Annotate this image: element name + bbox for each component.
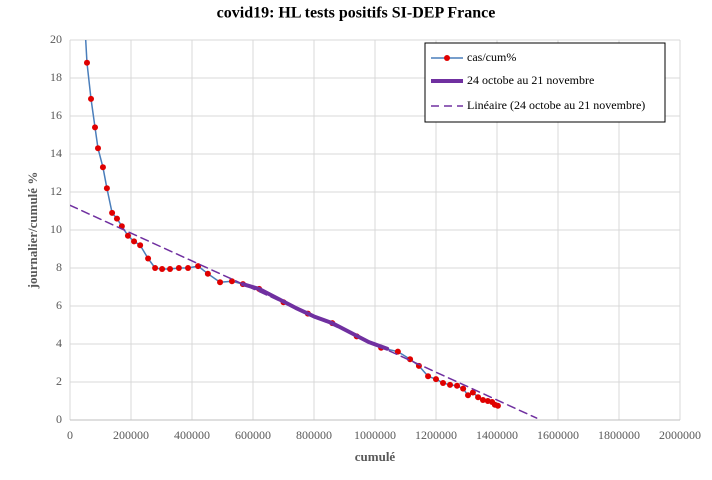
x-tick-label: 0 [67, 428, 73, 442]
data-point [469, 389, 476, 396]
data-point [440, 379, 447, 386]
data-point [185, 265, 192, 271]
data-point [94, 145, 101, 152]
data-point [425, 373, 432, 380]
x-tick-label: 600000 [235, 428, 271, 442]
y-tick-label: 14 [50, 146, 62, 160]
x-tick-label: 1200000 [415, 428, 457, 442]
y-tick-label: 0 [56, 412, 62, 426]
data-point [465, 392, 472, 399]
data-point [103, 185, 110, 192]
grid [69, 39, 681, 421]
data-point [494, 402, 501, 409]
data-point [475, 394, 482, 401]
data-point [433, 376, 439, 383]
y-tick-label: 18 [50, 70, 62, 84]
y-tick-label: 8 [56, 260, 62, 274]
data-point [394, 348, 401, 355]
x-tick-label: 200000 [113, 428, 149, 442]
series-line [70, 204, 538, 419]
data-point [113, 215, 120, 222]
data-point [167, 265, 174, 272]
data-point [152, 265, 159, 271]
legend-box [424, 42, 666, 123]
data-point [124, 232, 131, 239]
data-point [145, 255, 152, 262]
data-point [447, 381, 454, 388]
x-tick-label: 2000000 [659, 428, 701, 442]
data-point [460, 385, 467, 392]
data-point [217, 279, 224, 286]
y-axis-label: journalier/cumulé % [25, 172, 40, 290]
data-point [109, 209, 116, 216]
data-point [204, 270, 211, 277]
y-tick-label: 20 [50, 32, 62, 46]
x-tick-label: 1800000 [598, 428, 640, 442]
chart-title: covid19: HL tests positifs SI-DEP France [217, 5, 496, 22]
x-tick-label: 400000 [174, 428, 210, 442]
data-point [175, 265, 182, 271]
data-point [137, 242, 144, 249]
y-tick-label: 12 [50, 184, 62, 198]
x-tick-label: 1000000 [354, 428, 396, 442]
data-point [159, 265, 166, 272]
data-point [83, 59, 90, 66]
x-tick-label: 800000 [296, 428, 332, 442]
y-tick-label: 10 [50, 222, 62, 236]
data-point [88, 95, 95, 102]
data-point [82, 18, 88, 24]
y-tick-label: 16 [50, 108, 62, 122]
data-point [479, 397, 486, 404]
legend-marker [444, 55, 450, 61]
y-tick-label: 4 [56, 336, 62, 350]
x-tick-label: 1600000 [537, 428, 579, 442]
x-tick-label: 1400000 [476, 428, 518, 442]
data-point [92, 124, 99, 131]
legend: cas/cum% 24 octobe au 21 novembre Linéai… [424, 42, 666, 123]
x-axis-label: cumulé [355, 449, 396, 464]
plot-area [70, 18, 538, 419]
data-point [407, 356, 414, 363]
legend-label: Linéaire (24 octobe au 21 novembre) [467, 98, 645, 112]
legend-label: cas/cum% [467, 50, 516, 64]
data-point [228, 278, 235, 285]
y-tick-label: 2 [56, 374, 62, 388]
y-tick-label: 6 [56, 298, 62, 312]
data-point [99, 164, 106, 171]
data-point [131, 238, 138, 245]
legend-label: 24 octobe au 21 novembre [467, 73, 594, 87]
data-point [454, 382, 461, 389]
